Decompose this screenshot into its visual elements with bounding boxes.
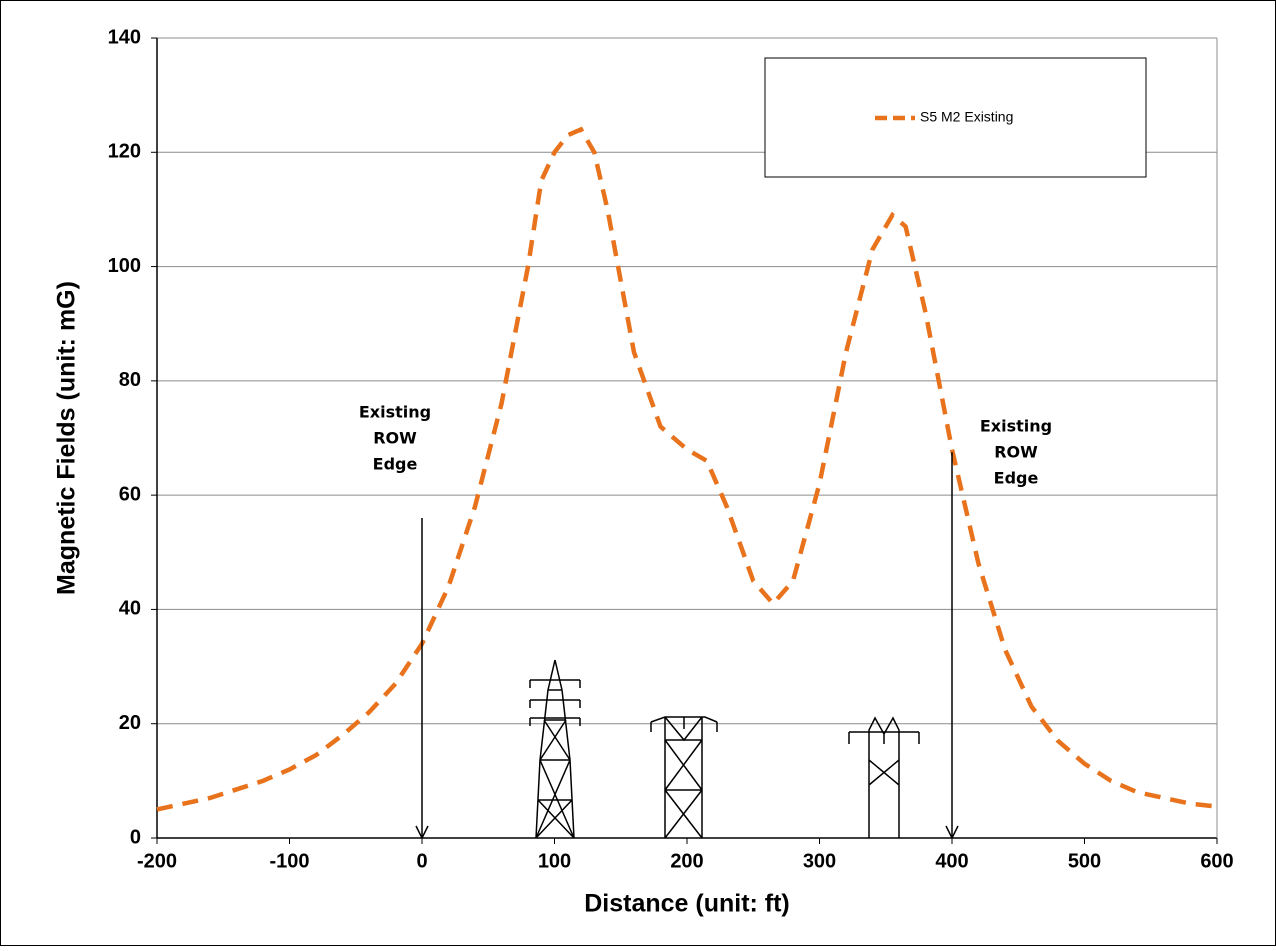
tower-h-frame [650,716,718,839]
arrow-head [415,825,429,840]
x-tick-label: 500 [1068,850,1101,872]
x-tick-label: 100 [538,850,571,872]
y-tick-label: 40 [119,598,141,620]
arrow-head [945,825,959,840]
legend-box [764,57,1147,178]
x-tick-label: -100 [269,850,309,872]
annotation-text: Existing [980,417,1052,436]
grid: 0 20 40 60 80 100 120 140 -200 -100 0 100 200 300 400 5… [108,26,1234,872]
y-tick-label: 0 [130,826,141,848]
legend-label: S5 M2 Existing [920,109,1013,125]
y-tick-label: 120 [108,141,141,163]
y-tick-label: 80 [119,369,141,391]
x-tick-label: 0 [416,850,427,872]
line-series [156,126,1218,812]
overlay: Existing ROW Edge Existing ROW Edge [359,403,1052,840]
annotation-text: Edge [373,455,418,474]
y-tick-label: 140 [108,26,141,48]
x-tick-label: 400 [935,850,968,872]
x-axis-label: Distance (unit: ft) [584,890,790,918]
y-tick-label: 100 [108,255,141,277]
annotation-text: Existing [359,403,431,422]
y-tick-label: 60 [119,483,141,505]
x-tick-label: 300 [803,850,836,872]
annotation-text: ROW [994,443,1038,462]
x-tick-label: 600 [1200,850,1233,872]
x-tick-label: 200 [670,850,703,872]
annotation-text: Edge [994,469,1039,488]
annotation-text: ROW [373,429,417,448]
tower-pole [848,716,920,838]
y-axis-label: Magnetic Fields (unit: mG) [53,281,81,595]
y-tick-label: 20 [119,712,141,734]
x-tick-label: -200 [137,850,177,872]
tower-lattice [529,659,581,839]
